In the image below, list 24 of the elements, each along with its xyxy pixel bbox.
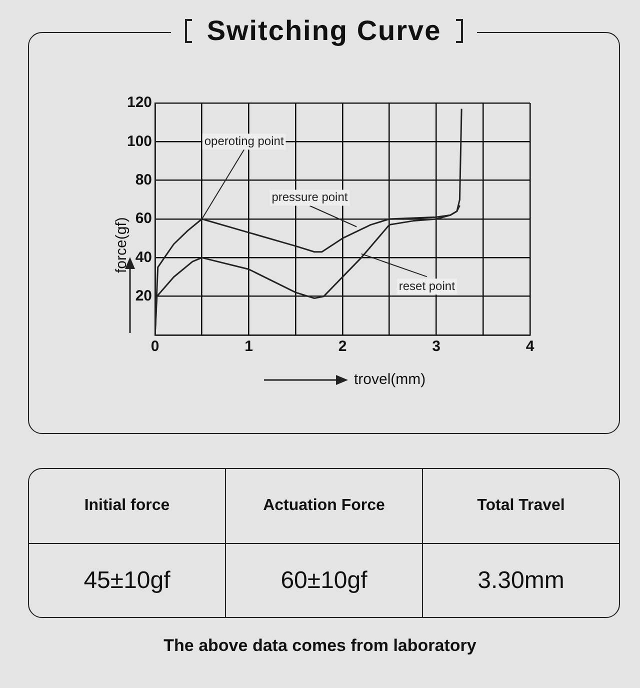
text: 45±10gf [82, 566, 172, 596]
text: 60±10gf [225, 544, 422, 617]
annotation: pressure point [272, 190, 348, 204]
annotation: reset point [398, 278, 456, 293]
text: The above data comes from laboratory [162, 636, 478, 656]
text: 3.30mm [422, 544, 619, 617]
y-tick-label: 60 [135, 210, 152, 228]
y-tick-label: 40 [135, 248, 152, 266]
y-tick-label: 20 [135, 287, 152, 304]
x-tick-label: 1 [244, 338, 253, 356]
text: Total Travel [422, 469, 619, 543]
y-tick-label: 120 [126, 94, 152, 112]
text: Initial force [83, 496, 171, 516]
chart-title: Switching Curve [206, 15, 442, 47]
x-axis-title: trovel(mm) [354, 371, 426, 388]
x-tick-label: 2 [338, 338, 347, 356]
y-tick-label: 100 [126, 132, 152, 150]
x-tick-label: 0 [150, 338, 160, 356]
text: Actuation Force [225, 469, 422, 543]
x-tick-label: 3 [432, 338, 440, 356]
y-axis-title: force(gf) [113, 217, 130, 273]
y-tick-label: 80 [135, 171, 152, 188]
annotation: operoting point [204, 134, 284, 148]
x-tick-label: 4 [526, 338, 535, 356]
